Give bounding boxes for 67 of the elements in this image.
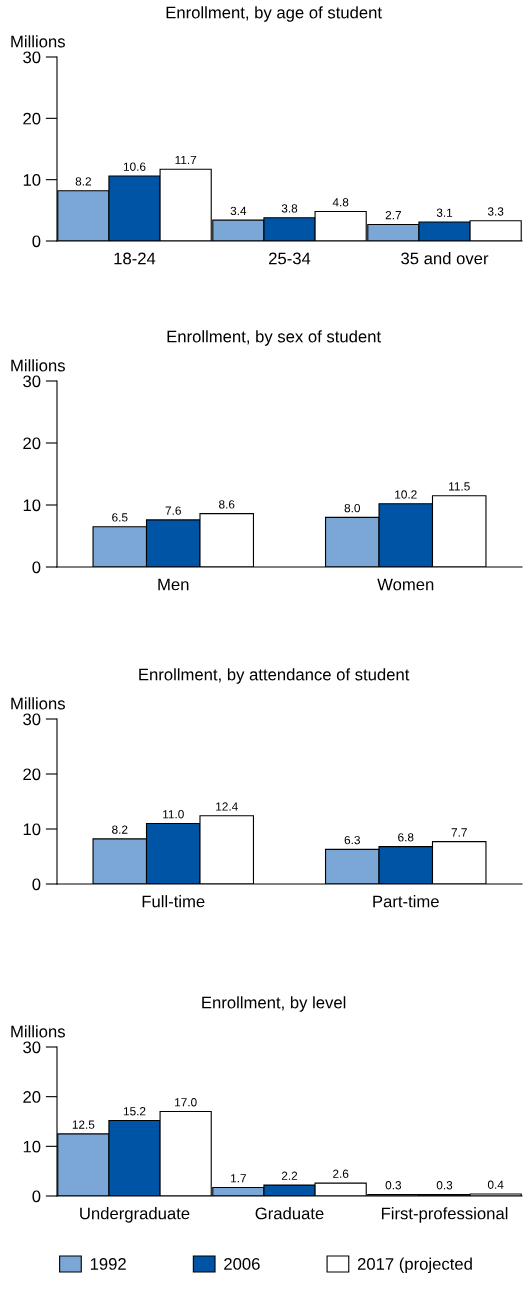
x-tick-label: 25-34 — [269, 252, 311, 265]
y-tick-label: 10 — [23, 174, 41, 186]
y-tick-label: 10 — [23, 1140, 41, 1153]
chart-title: Enrollment, by age of student — [166, 6, 382, 22]
legend-label: 2006 — [224, 1258, 260, 1270]
data-label: 1.7 — [231, 1174, 246, 1183]
data-label: 8.6 — [219, 500, 235, 509]
x-tick-label: Graduate — [255, 1207, 324, 1220]
data-label: 4.8 — [332, 198, 349, 207]
x-tick-label: Women — [377, 578, 434, 591]
data-label: 3.8 — [281, 204, 298, 213]
data-label: 3.1 — [436, 208, 453, 217]
data-label: 11.0 — [163, 810, 184, 819]
data-label: 2.6 — [333, 1169, 349, 1178]
legend-label: 1992 — [90, 1258, 126, 1270]
data-label: 11.7 — [175, 155, 197, 165]
x-tick-label: Undergraduate — [80, 1207, 190, 1223]
data-label: 10.2 — [395, 490, 417, 499]
data-label: 17.0 — [175, 1098, 197, 1107]
chart-title: Enrollment, by level — [202, 996, 346, 1012]
y-tick-label: 20 — [23, 1091, 41, 1103]
data-label: 12.5 — [72, 1120, 95, 1129]
x-tick-label: Full-time — [142, 895, 205, 908]
data-label: 0.3 — [436, 1181, 453, 1190]
legend-label: 2017 (projected — [357, 1257, 472, 1274]
data-label: 2.7 — [385, 210, 401, 220]
y-tick-label: 20 — [23, 112, 41, 125]
y-tick-label: 30 — [23, 51, 41, 64]
chart-title: Enrollment, by sex of student — [167, 330, 381, 346]
y-tick-label: 0 — [32, 235, 41, 248]
data-label: 0.4 — [487, 1180, 504, 1189]
y-axis-title: Millions — [11, 697, 65, 710]
chart-title: Enrollment, by attendance of student — [139, 668, 410, 684]
data-label: 7.7 — [451, 828, 467, 837]
y-tick-label: 20 — [23, 768, 41, 781]
x-tick-label: First-professional — [381, 1207, 508, 1223]
data-label: 8.2 — [75, 177, 91, 186]
data-label: 10.6 — [123, 162, 146, 171]
y-tick-label: 20 — [23, 437, 41, 450]
data-label: 6.5 — [112, 513, 128, 522]
data-label: 11.5 — [449, 482, 470, 491]
y-tick-label: 10 — [23, 499, 41, 512]
y-tick-label: 30 — [23, 1041, 41, 1054]
x-tick-label: Men — [158, 578, 189, 591]
data-label: 8.0 — [344, 503, 361, 513]
data-label: 6.8 — [398, 833, 414, 842]
data-label: 3.3 — [487, 207, 504, 216]
data-label: 0.3 — [385, 1181, 402, 1190]
y-tick-label: 10 — [23, 823, 41, 836]
data-label: 2.2 — [281, 1171, 298, 1180]
data-label: 6.3 — [344, 835, 360, 845]
x-tick-label: 35 and over — [401, 252, 489, 265]
y-axis-title: Millions — [11, 35, 65, 48]
data-label: 3.4 — [230, 206, 247, 216]
data-label: 15.2 — [123, 1107, 146, 1116]
data-label: 12.4 — [216, 802, 238, 811]
x-tick-label: Part-time — [373, 895, 439, 908]
x-tick-label: 18-24 — [114, 252, 156, 265]
data-label: 8.2 — [112, 825, 128, 834]
y-tick-label: 30 — [23, 375, 41, 388]
data-label: 7.6 — [165, 506, 181, 515]
y-tick-label: 30 — [23, 713, 41, 726]
y-tick-label: 0 — [32, 561, 41, 574]
y-axis-title: Millions — [11, 1025, 65, 1038]
y-tick-label: 0 — [32, 878, 41, 891]
y-axis-title: Millions — [11, 359, 65, 372]
y-tick-label: 0 — [32, 1190, 41, 1203]
